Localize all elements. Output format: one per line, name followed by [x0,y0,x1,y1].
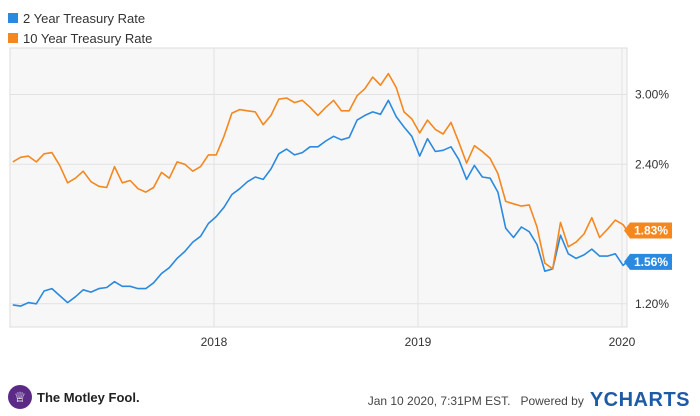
x-tick-label: 2019 [405,335,432,349]
x-tick-label: 2018 [201,335,228,349]
timestamp: Jan 10 2020, 7:31PM EST. [367,393,511,408]
series-line-10-year [12,72,628,270]
series-line-2-year [12,99,628,307]
grid-lines [10,48,627,327]
x-tick-label: 2020 [609,335,636,349]
axis-labels: 1.20% 2.40% 3.00% 2018 2019 2020 [201,88,670,350]
legend-item-2-year[interactable]: 2 Year Treasury Rate [8,8,152,28]
legend-label-2-year: 2 Year Treasury Rate [23,10,146,26]
last-value-label: 1.83% [634,224,668,238]
last-value-flag [624,222,672,239]
jester-logo-icon: ♕ [8,385,32,409]
y-tick-label: 3.00% [635,88,669,102]
y-tick-label: 1.20% [635,297,669,311]
legend-swatch-10-year [8,33,18,43]
attribution: Jan 10 2020, 7:31PM EST. Powered by YCHA… [368,389,690,412]
last-value-label: 1.56% [634,255,668,269]
series-lines: 1.56% 1.83% [12,72,672,307]
ycharts-logo[interactable]: YCHARTS [589,389,690,411]
powered-by-text: Powered by [520,393,584,408]
legend-item-10-year[interactable]: 10 Year Treasury Rate [8,28,152,48]
motley-fool-brand[interactable]: ♕ The Motley Fool. [8,385,140,409]
legend-swatch-2-year [8,13,18,23]
y-tick-label: 2.40% [635,157,669,171]
legend-label-10-year: 10 Year Treasury Rate [23,30,153,46]
brand-text: The Motley Fool. [37,389,140,405]
legend: 2 Year Treasury Rate 10 Year Treasury Ra… [8,8,152,48]
last-value-flag [624,253,672,270]
